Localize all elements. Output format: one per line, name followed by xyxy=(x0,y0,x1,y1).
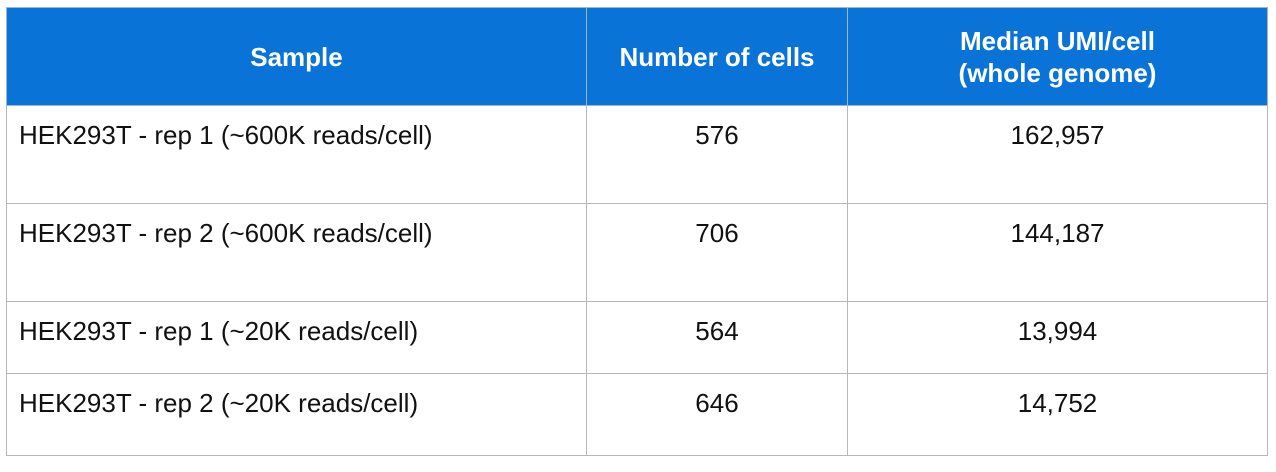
sample-cell: HEK293T - rep 2 (~600K reads/cell) xyxy=(6,203,587,302)
header-median-umi: Median UMI/cell (whole genome) xyxy=(847,7,1268,106)
results-table: Sample Number of cells Median UMI/cell (… xyxy=(6,7,1268,456)
median-umi-cell: 162,957 xyxy=(847,105,1268,204)
median-umi-cell: 13,994 xyxy=(847,301,1268,374)
cells-count-cell: 564 xyxy=(586,301,848,374)
table-row: HEK293T - rep 2 (~600K reads/cell) 706 1… xyxy=(6,203,1268,302)
table-body: HEK293T - rep 1 (~600K reads/cell) 576 1… xyxy=(6,105,1268,456)
cells-count-cell: 706 xyxy=(586,203,848,302)
table-header: Sample Number of cells Median UMI/cell (… xyxy=(6,7,1268,106)
header-median-umi-line1: Median UMI/cell xyxy=(959,25,1156,56)
cells-count-cell: 646 xyxy=(586,373,848,456)
cells-count-cell: 576 xyxy=(586,105,848,204)
median-umi-cell: 144,187 xyxy=(847,203,1268,302)
sample-cell: HEK293T - rep 1 (~20K reads/cell) xyxy=(6,301,587,374)
header-sample: Sample xyxy=(6,7,587,106)
table-row: HEK293T - rep 1 (~600K reads/cell) 576 1… xyxy=(6,105,1268,204)
sample-cell: HEK293T - rep 2 (~20K reads/cell) xyxy=(6,373,587,456)
header-median-umi-line2: (whole genome) xyxy=(958,57,1157,88)
table-row: HEK293T - rep 2 (~20K reads/cell) 646 14… xyxy=(6,373,1268,456)
header-number-of-cells: Number of cells xyxy=(586,7,848,106)
sample-cell: HEK293T - rep 1 (~600K reads/cell) xyxy=(6,105,587,204)
median-umi-cell: 14,752 xyxy=(847,373,1268,456)
table-row: HEK293T - rep 1 (~20K reads/cell) 564 13… xyxy=(6,301,1268,374)
header-row: Sample Number of cells Median UMI/cell (… xyxy=(6,7,1268,106)
